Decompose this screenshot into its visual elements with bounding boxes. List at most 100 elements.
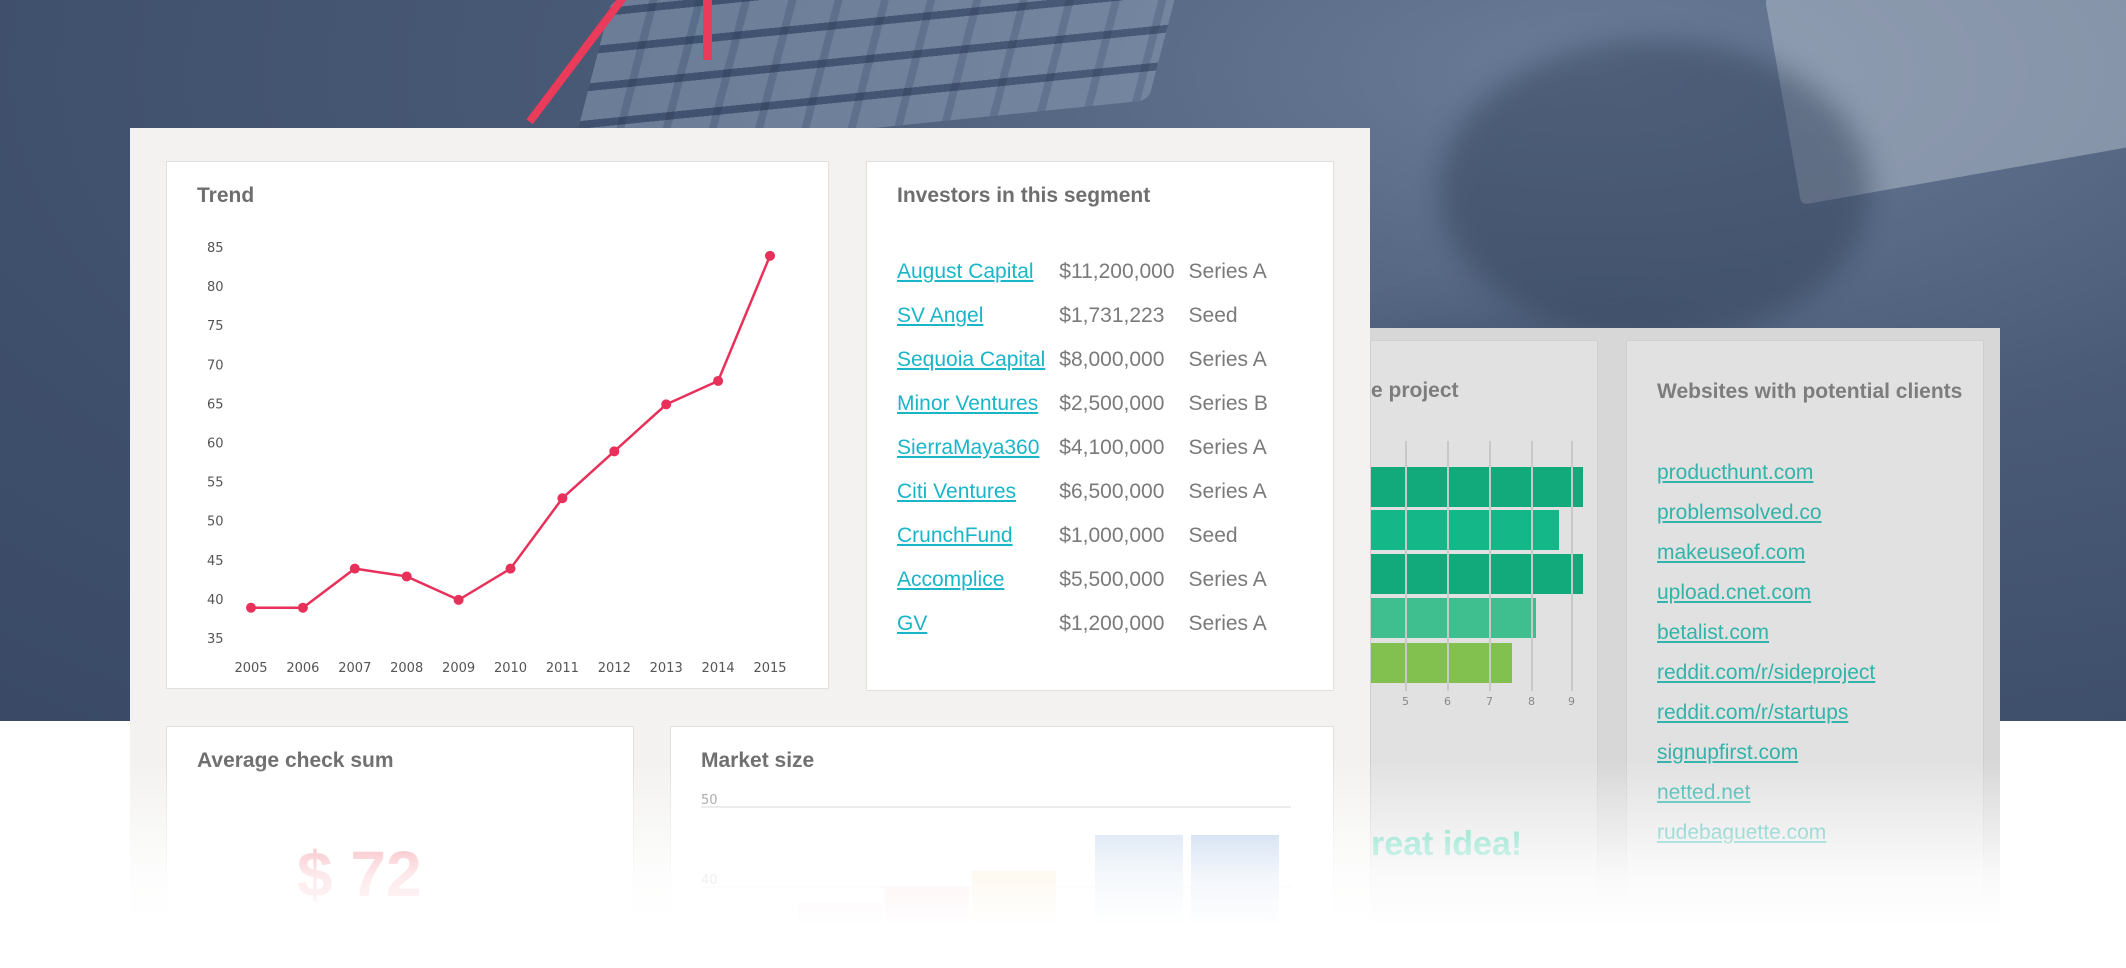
- trend-data-point: [349, 563, 360, 574]
- investor-link[interactable]: Sequoia Capital: [897, 348, 1046, 371]
- investor-name-cell: Citi Ventures: [897, 470, 1059, 514]
- average-check-value: $ 72: [297, 838, 422, 910]
- trend-xtick-label: 2015: [753, 661, 786, 676]
- market-size-card: Market size 40 50: [670, 726, 1334, 927]
- investor-amount: $6,500,000: [1059, 480, 1165, 503]
- investor-round: Series A: [1188, 480, 1267, 503]
- investor-name-cell: Accomplice: [897, 558, 1059, 602]
- trend-xtick-label: 2013: [650, 661, 683, 676]
- hand-photo: [1440, 40, 1870, 340]
- market-bar: [885, 887, 969, 927]
- trend-data-point: [453, 594, 464, 605]
- investors-table: August Capital $11,200,000 Series A SV Ange…: [897, 250, 1282, 646]
- list-item: rudebaguette.com: [1657, 821, 1875, 861]
- website-link[interactable]: reddit.com/r/sideproject: [1657, 661, 1876, 684]
- investor-name-cell: GV: [897, 602, 1059, 646]
- list-item: betalist.com: [1657, 621, 1875, 661]
- trend-xtick-label: 2008: [390, 661, 423, 676]
- side-project-card: e project 5 6 7 8 9 reat idea!: [1370, 340, 1598, 902]
- side-project-bar: [1371, 598, 1536, 638]
- trend-data-point: [401, 571, 412, 582]
- trend-title: Trend: [197, 184, 255, 207]
- investor-link[interactable]: Accomplice: [897, 568, 1005, 591]
- table-row: Accomplice $5,500,000 Series A: [897, 558, 1282, 602]
- website-link[interactable]: signupfirst.com: [1657, 741, 1799, 764]
- websites-card: Websites with potential clients producth…: [1626, 340, 1984, 902]
- table-row: SierraMaya360 $4,100,000 Series A: [897, 426, 1282, 470]
- list-item: signupfirst.com: [1657, 741, 1875, 781]
- market-bar: [972, 871, 1056, 927]
- trend-ytick-label: 70: [207, 358, 224, 373]
- trend-ytick-label: 35: [207, 632, 224, 647]
- investor-amount: $5,500,000: [1059, 568, 1165, 591]
- trend-xtick-label: 2007: [338, 661, 371, 676]
- market-ytick-label: 40: [701, 873, 718, 888]
- investor-link[interactable]: CrunchFund: [897, 524, 1013, 547]
- websites-list: producthunt.com problemsolved.co makeuseof…: [1657, 461, 1875, 861]
- investor-round: Seed: [1188, 304, 1238, 327]
- side-project-bar: [1371, 467, 1583, 507]
- side-project-gridline: [1571, 441, 1573, 691]
- list-item: reddit.com/r/startups: [1657, 701, 1875, 741]
- market-bar: [1095, 835, 1183, 927]
- trend-data-point: [246, 602, 256, 613]
- trend-ytick-label: 55: [207, 476, 224, 491]
- trend-ytick-label: 65: [207, 397, 224, 412]
- list-item: upload.cnet.com: [1657, 581, 1875, 621]
- website-link[interactable]: producthunt.com: [1657, 461, 1814, 484]
- trend-data-point: [297, 602, 308, 613]
- trend-data-point: [713, 375, 724, 386]
- investor-round: Series A: [1188, 568, 1267, 591]
- trend-data-point: [661, 399, 672, 410]
- table-row: CrunchFund $1,000,000 Seed: [897, 514, 1282, 558]
- side-project-xtick-label: 8: [1528, 695, 1535, 708]
- investor-amount: $4,100,000: [1059, 436, 1165, 459]
- investor-link[interactable]: August Capital: [897, 260, 1034, 283]
- investor-name-cell: August Capital: [897, 250, 1059, 294]
- average-check-title: Average check sum: [197, 749, 394, 772]
- side-project-gridline: [1405, 441, 1407, 691]
- trend-ytick-label: 75: [207, 319, 224, 334]
- trend-ytick-label: 60: [207, 437, 224, 452]
- average-check-card: Average check sum $ 72: [166, 726, 634, 926]
- trend-xtick-label: 2012: [598, 661, 631, 676]
- market-bar: [1191, 835, 1279, 927]
- side-project-bar: [1371, 554, 1583, 594]
- side-project-axis: 5 6 7 8 9: [1371, 695, 1581, 713]
- investor-round: Series B: [1188, 392, 1268, 415]
- website-link[interactable]: upload.cnet.com: [1657, 581, 1812, 604]
- website-link[interactable]: betalist.com: [1657, 621, 1770, 644]
- investor-link[interactable]: SV Angel: [897, 304, 984, 327]
- list-item: reddit.com/r/sideproject: [1657, 661, 1875, 701]
- trend-ytick-label: 50: [207, 515, 224, 530]
- trend-xtick-label: 2009: [442, 661, 475, 676]
- side-project-bar: [1371, 643, 1512, 683]
- side-project-xtick-label: 6: [1444, 695, 1451, 708]
- investor-link[interactable]: GV: [897, 612, 928, 635]
- investor-link[interactable]: Minor Ventures: [897, 392, 1039, 415]
- website-link[interactable]: problemsolved.co: [1657, 501, 1822, 524]
- side-project-xtick-label: 7: [1486, 695, 1493, 708]
- market-ytick-label: 50: [701, 793, 718, 808]
- side-project-title: e project: [1371, 379, 1459, 402]
- trend-ytick-label: 45: [207, 554, 224, 569]
- side-project-bar: [1371, 510, 1559, 550]
- trend-ytick-label: 85: [207, 241, 224, 256]
- investor-round: Series A: [1188, 436, 1267, 459]
- investor-link[interactable]: Citi Ventures: [897, 480, 1017, 503]
- dashboard-panel: Trend 35 40 45 50 55 60 65 70 75 80 85 2005 2006 2007…: [130, 128, 1370, 928]
- investor-amount: $1,731,223: [1059, 304, 1165, 327]
- investor-amount: $11,200,000: [1059, 260, 1175, 283]
- website-link[interactable]: reddit.com/r/startups: [1657, 701, 1849, 724]
- trend-xtick-label: 2005: [234, 661, 267, 676]
- website-link[interactable]: makeuseof.com: [1657, 541, 1806, 564]
- trend-data-point: [609, 446, 620, 457]
- website-link[interactable]: netted.net: [1657, 781, 1751, 804]
- investor-link[interactable]: SierraMaya360: [897, 436, 1040, 459]
- investor-name-cell: Minor Ventures: [897, 382, 1059, 426]
- website-link[interactable]: rudebaguette.com: [1657, 821, 1827, 844]
- trend-data-point: [765, 250, 775, 261]
- trend-data-point: [505, 563, 516, 574]
- investor-name-cell: SV Angel: [897, 294, 1059, 338]
- secondary-panel: e project 5 6 7 8 9 reat idea! Websites with…: [1370, 328, 2000, 928]
